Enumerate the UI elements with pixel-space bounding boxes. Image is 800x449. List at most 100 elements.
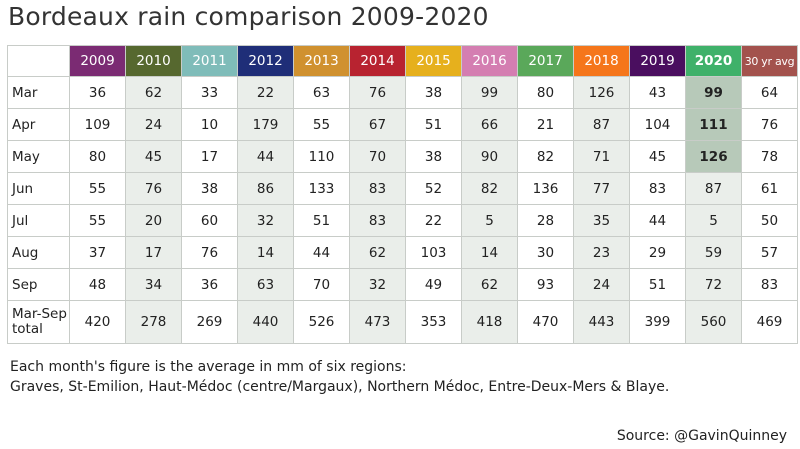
column-header-30-yr-avg: 30 yr avg	[741, 45, 798, 77]
table-cell: 24	[573, 268, 630, 301]
footnote-line-1: Each month's figure is the average in mm…	[10, 359, 407, 375]
total-cell: 470	[517, 300, 574, 344]
table-cell: 77	[573, 172, 630, 205]
table-cell: 49	[405, 268, 462, 301]
footnote: Each month's figure is the average in mm…	[10, 357, 669, 397]
table-cell: 76	[349, 76, 406, 109]
table-cell: 59	[685, 236, 742, 269]
table-cell: 5	[461, 204, 518, 237]
column-header-2020: 2020	[685, 45, 742, 77]
table-cell: 36	[69, 76, 126, 109]
table-cell: 82	[461, 172, 518, 205]
column-header-2011: 2011	[181, 45, 238, 77]
table-cell: 45	[629, 140, 686, 173]
table-row: Mar 36 62 33 22 63 76 38 99 80 126 43 99 64	[7, 76, 798, 109]
total-cell: 418	[461, 300, 518, 344]
table-cell: 55	[293, 108, 350, 141]
row-label: Jul	[7, 204, 70, 237]
table-row: Apr 109 24 10 179 55 67 51 66 21 87 104 111 76	[7, 108, 798, 141]
table-cell: 99	[461, 76, 518, 109]
table-cell: 80	[517, 76, 574, 109]
table-cell: 23	[573, 236, 630, 269]
table-cell: 38	[405, 140, 462, 173]
table-cell: 5	[685, 204, 742, 237]
table-cell: 38	[405, 76, 462, 109]
table-cell: 28	[517, 204, 574, 237]
total-cell: 353	[405, 300, 462, 344]
table-cell: 93	[517, 268, 574, 301]
row-label: May	[7, 140, 70, 173]
total-cell: 420	[69, 300, 126, 344]
table-cell: 83	[741, 268, 798, 301]
total-cell: 278	[125, 300, 182, 344]
table-cell: 66	[461, 108, 518, 141]
total-cell: 443	[573, 300, 630, 344]
column-header-2019: 2019	[629, 45, 686, 77]
table-cell: 44	[237, 140, 294, 173]
table-cell: 17	[125, 236, 182, 269]
table-cell: 29	[629, 236, 686, 269]
table-cell: 48	[69, 268, 126, 301]
table-row: Jun 55 76 38 86 133 83 52 82 136 77 83 87 61	[7, 172, 798, 205]
row-label: Apr	[7, 108, 70, 141]
table-cell: 82	[517, 140, 574, 173]
table-cell: 70	[349, 140, 406, 173]
column-header-2015: 2015	[405, 45, 462, 77]
table-body: Mar 36 62 33 22 63 76 38 99 80 126 43 99 64 Apr 109 24 10…	[7, 76, 798, 344]
table-row: May 80 45 17 44 110 70 38 90 82 71 45 126 78	[7, 140, 798, 173]
table-cell: 111	[685, 108, 742, 141]
table-cell: 83	[349, 204, 406, 237]
table-cell: 90	[461, 140, 518, 173]
table-cell: 32	[237, 204, 294, 237]
table-cell: 83	[629, 172, 686, 205]
table-cell: 179	[237, 108, 294, 141]
table-cell: 62	[461, 268, 518, 301]
table-cell: 33	[181, 76, 238, 109]
table-cell: 36	[181, 268, 238, 301]
table-cell: 52	[405, 172, 462, 205]
table-cell: 64	[741, 76, 798, 109]
row-label: Aug	[7, 236, 70, 269]
column-header-2013: 2013	[293, 45, 350, 77]
table-cell: 62	[125, 76, 182, 109]
table-cell: 44	[293, 236, 350, 269]
row-label: Jun	[7, 172, 70, 205]
table-cell: 133	[293, 172, 350, 205]
table-cell: 14	[237, 236, 294, 269]
table-cell: 104	[629, 108, 686, 141]
table-cell: 76	[741, 108, 798, 141]
table-row: Jul 55 20 60 32 51 83 22 5 28 35 44 5 50	[7, 204, 798, 237]
table-cell: 45	[125, 140, 182, 173]
total-cell: 469	[741, 300, 798, 344]
table-cell: 86	[237, 172, 294, 205]
table-cell: 44	[629, 204, 686, 237]
table-cell: 110	[293, 140, 350, 173]
table-cell: 80	[69, 140, 126, 173]
table-cell: 10	[181, 108, 238, 141]
table-cell: 38	[181, 172, 238, 205]
table-cell: 30	[517, 236, 574, 269]
column-header-2012: 2012	[237, 45, 294, 77]
total-label-line-1: Mar-Sep	[12, 306, 67, 322]
table-cell: 78	[741, 140, 798, 173]
table-cell: 99	[685, 76, 742, 109]
table-cell: 14	[461, 236, 518, 269]
column-header-2016: 2016	[461, 45, 518, 77]
total-cell: 440	[237, 300, 294, 344]
table-cell: 57	[741, 236, 798, 269]
table-cell: 50	[741, 204, 798, 237]
total-cell: 269	[181, 300, 238, 344]
source-credit: Source: @GavinQuinney	[616, 428, 787, 444]
table-cell: 109	[69, 108, 126, 141]
table-row: Aug 37 17 76 14 44 62 103 14 30 23 29 59 57	[7, 236, 798, 269]
table-cell: 63	[237, 268, 294, 301]
total-row: Mar-Sep total 420 278 269 440 526 473 353 418 470 4…	[7, 300, 798, 344]
chart-title: Bordeaux rain comparison 2009-2020	[8, 2, 489, 31]
column-header-2017: 2017	[517, 45, 574, 77]
table-cell: 43	[629, 76, 686, 109]
total-cell: 473	[349, 300, 406, 344]
table-cell: 22	[237, 76, 294, 109]
row-label: Mar	[7, 76, 70, 109]
table-cell: 34	[125, 268, 182, 301]
table-cell: 126	[573, 76, 630, 109]
